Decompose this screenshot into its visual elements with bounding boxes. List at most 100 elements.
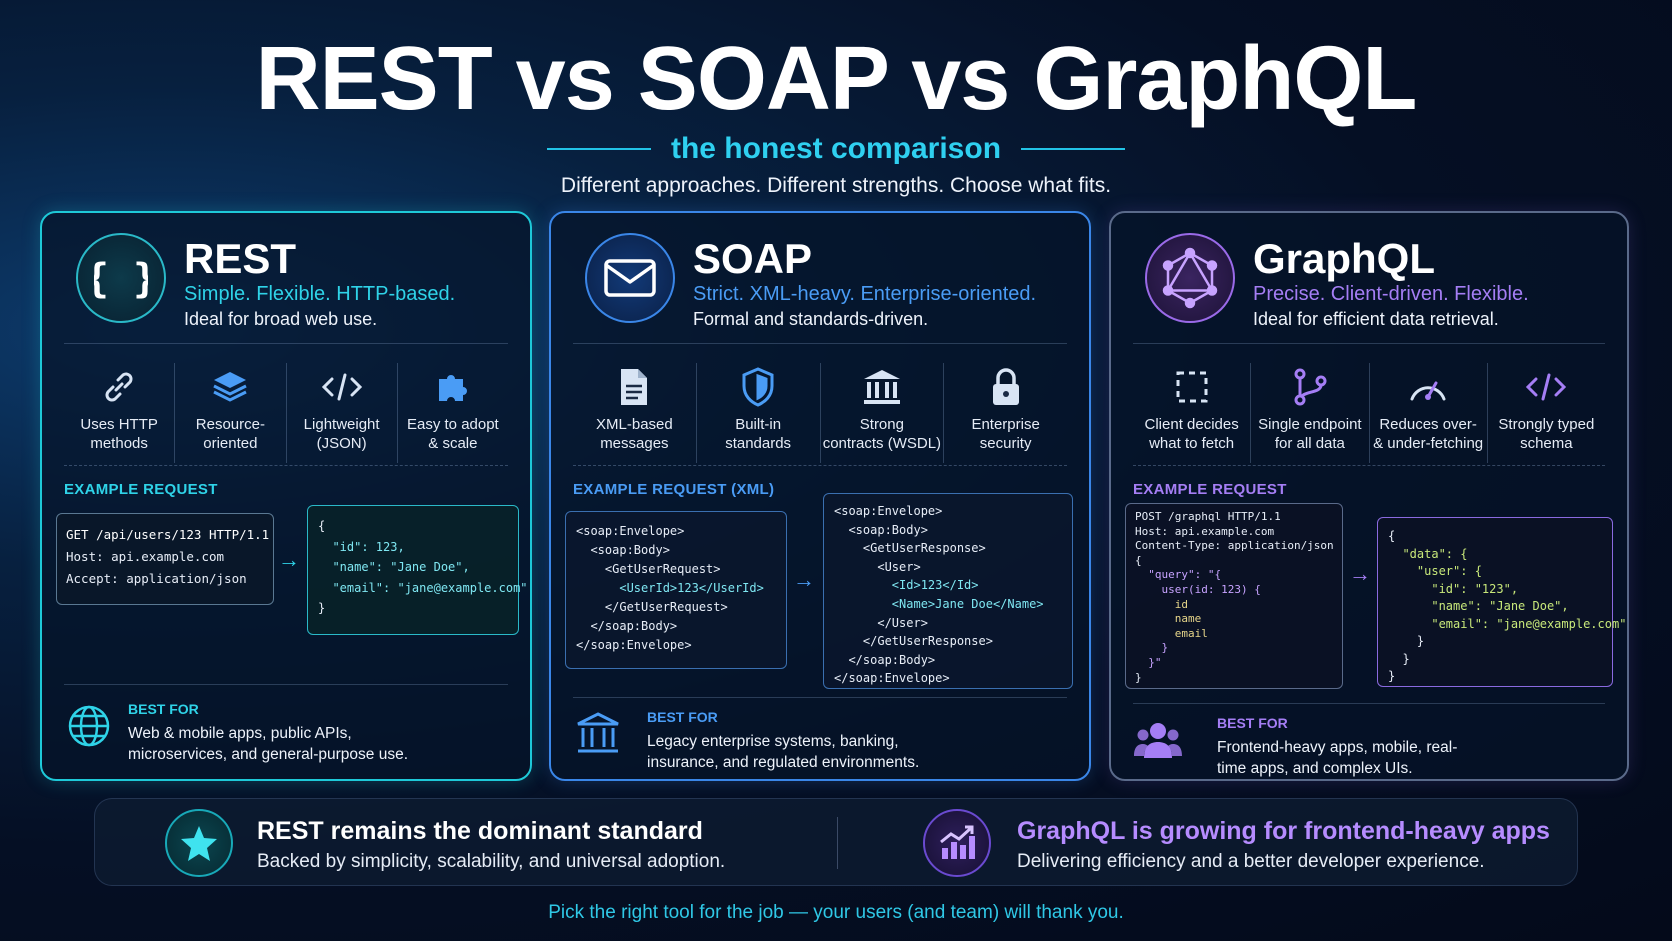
document-icon [616, 363, 652, 411]
banner-right-title: GraphQL is growing for frontend-heavy ap… [1017, 817, 1550, 845]
feature-item: Lightweight (JSON) [285, 363, 397, 463]
page-tagline: Different approaches. Different strength… [560, 174, 1112, 197]
arrow-right-icon: → [1349, 561, 1371, 586]
page-subtitle: the honest comparison [670, 132, 1002, 165]
feature-item: Strongly typed schema [1486, 363, 1605, 463]
layers-icon [210, 363, 250, 411]
feature-label: Single endpoint for all data [1258, 416, 1362, 452]
footer-note: Pick the right tool for the job — your u… [548, 902, 1124, 923]
code-icon [320, 363, 364, 411]
soap-features: XML-based messages Built-in standards Stro… [573, 363, 1067, 463]
feature-label: XML-based messages [596, 416, 673, 452]
soap-request-code: <soap:Envelope> <soap:Body> <GetUserRequ… [565, 511, 787, 669]
divider [573, 465, 1067, 466]
puzzle-icon [433, 363, 473, 411]
divider [573, 697, 1067, 698]
divider [1133, 465, 1605, 466]
banner-divider [837, 817, 838, 869]
subtitle-rule-left [546, 148, 651, 150]
feature-item: Reduces over- & under-fetching [1368, 363, 1487, 463]
subtitle-row: the honest comparison [0, 132, 1672, 166]
feature-item: Enterprise security [943, 363, 1067, 463]
feature-item: Resource-oriented [174, 363, 285, 463]
divider [1133, 703, 1605, 704]
rest-card: { } REST Simple. Flexible. HTTP-based. I… [40, 211, 532, 781]
feature-label: Built-in standards [725, 416, 792, 452]
soap-description: Formal and standards-driven. [693, 309, 929, 329]
soap-best-label: BEST FOR [647, 709, 718, 725]
lock-icon [989, 363, 1023, 411]
gauge-icon [1407, 363, 1449, 411]
divider [64, 684, 508, 685]
summary-banner: REST remains the dominant standard Backe… [94, 798, 1578, 886]
feature-label: Easy to adopt & scale [407, 416, 499, 452]
feature-label: Enterprise security [971, 416, 1040, 452]
users-icon [1133, 715, 1183, 765]
globe-icon [64, 701, 114, 751]
feature-item: XML-based messages [573, 363, 696, 463]
rest-features: Uses HTTP methods Resource-oriented Light… [64, 363, 508, 463]
feature-label: Resource-oriented [195, 416, 265, 452]
rest-request-code: GET /api/users/123 HTTP/1.1 Host: api.ex… [56, 513, 274, 605]
feature-item: Strong contracts (WSDL) [819, 363, 944, 463]
graphql-best-for: Frontend-heavy apps, mobile, real-time a… [1217, 739, 1458, 777]
graphql-best-label: BEST FOR [1217, 715, 1288, 731]
divider [64, 465, 508, 466]
arrow-right-icon: → [278, 547, 300, 572]
banner-left-title: REST remains the dominant standard [257, 817, 703, 845]
feature-label: Uses HTTP methods [80, 416, 158, 452]
rest-response-code: { "id": 123, "name": "Jane Doe", "email"… [307, 505, 528, 635]
feature-item: Built-in standards [695, 363, 820, 463]
feature-item: Single endpoint for all data [1250, 363, 1368, 463]
graphql-card: GraphQL Precise. Client-driven. Flexible… [1109, 211, 1629, 781]
shield-icon [740, 363, 776, 411]
rest-description: Ideal for broad web use. [184, 309, 378, 329]
soap-slogan: Strict. XML-heavy. Enterprise-oriented. [693, 283, 1037, 305]
subtitle-rule-right [1021, 148, 1126, 150]
feature-label: Reduces over- & under-fetching [1373, 416, 1484, 452]
graphql-example-label: EXAMPLE REQUEST [1133, 481, 1287, 498]
growth-chart-icon [923, 809, 991, 877]
graphql-request-code: POST /graphql HTTP/1.1 Host: api.example… [1125, 503, 1343, 689]
arrow-right-icon: → [793, 567, 815, 592]
feature-item: Uses HTTP methods [64, 363, 174, 463]
link-icon [99, 363, 139, 411]
soap-card: SOAP Strict. XML-heavy. Enterprise-orien… [549, 211, 1091, 781]
feature-label: Lightweight (JSON) [303, 416, 380, 452]
feature-item: Easy to adopt & scale [396, 363, 508, 463]
divider [573, 343, 1067, 344]
feature-label: Strongly typed schema [1498, 416, 1595, 452]
soap-name: SOAP [693, 235, 813, 282]
institution-icon [573, 709, 623, 759]
divider [1133, 343, 1605, 344]
curly-braces-icon: { } [76, 233, 166, 323]
soap-best-for: Legacy enterprise systems, banking, insu… [647, 733, 920, 771]
feature-label: Strong contracts (WSDL) [822, 416, 942, 452]
rest-best-label: BEST FOR [128, 701, 199, 717]
branch-icon [1291, 363, 1329, 411]
feature-item: Client decides what to fetch [1133, 363, 1250, 463]
graphql-name: GraphQL [1253, 235, 1436, 282]
graphql-logo-icon [1145, 233, 1235, 323]
envelope-icon [585, 233, 675, 323]
svg-text:{ }: { } [94, 256, 148, 302]
rest-slogan: Simple. Flexible. HTTP-based. [184, 283, 456, 305]
soap-response-code: <soap:Envelope> <soap:Body> <GetUserResp… [823, 493, 1073, 689]
divider [64, 343, 508, 344]
feature-label: Client decides what to fetch [1144, 416, 1239, 452]
graphql-slogan: Precise. Client-driven. Flexible. [1253, 283, 1529, 305]
graphql-description: Ideal for efficient data retrieval. [1253, 309, 1499, 329]
selection-icon [1173, 363, 1211, 411]
banner-left-subtitle: Backed by simplicity, scalability, and u… [257, 851, 726, 872]
page-title: REST vs SOAP vs GraphQL [255, 29, 1418, 129]
rest-best-for: Web & mobile apps, public APIs, microser… [128, 725, 408, 763]
rest-name: REST [184, 235, 297, 282]
star-icon [165, 809, 233, 877]
graphql-features: Client decides what to fetch Single endpo… [1133, 363, 1605, 463]
banner-right-subtitle: Delivering efficiency and a better devel… [1017, 851, 1485, 872]
bank-icon [861, 363, 903, 411]
rest-example-label: EXAMPLE REQUEST [64, 481, 218, 498]
code-icon [1524, 363, 1568, 411]
soap-example-label: EXAMPLE REQUEST (XML) [573, 481, 775, 498]
graphql-response-code: { "data": { "user": { "id": "123", "name… [1377, 517, 1626, 687]
